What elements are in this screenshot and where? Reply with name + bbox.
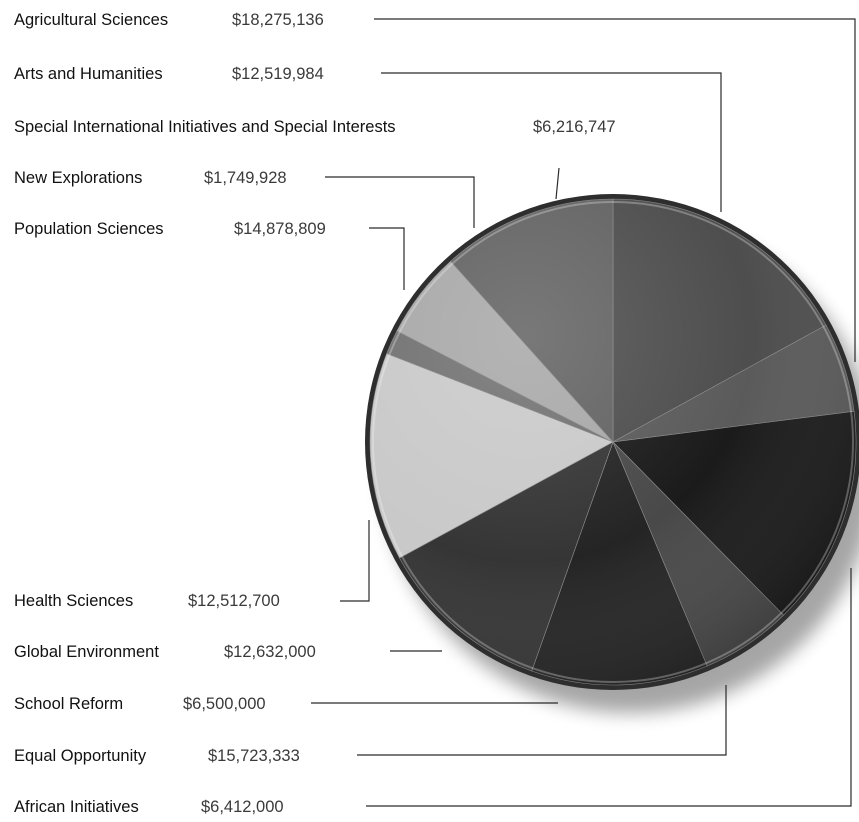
leader-line-agricultural-sciences xyxy=(374,18,856,362)
slice-value-global-environment: $12,632,000 xyxy=(224,643,316,661)
slice-value-arts-and-humanities: $12,519,984 xyxy=(232,65,324,83)
slice-label-equal-opportunity: Equal Opportunity xyxy=(14,747,147,765)
leader-line-health-sciences xyxy=(340,520,370,602)
leader-line-population-sciences xyxy=(369,227,405,290)
slice-label-global-environment: Global Environment xyxy=(14,643,159,661)
leader-line-special-international-initiatives xyxy=(555,167,560,200)
slice-label-agricultural-sciences: Agricultural Sciences xyxy=(14,11,168,29)
label-african-initiatives: African Initiatives $6,412,000 xyxy=(14,568,852,816)
label-new-explorations: New Explorations $1,749,928 xyxy=(14,169,475,228)
leader-line-arts-and-humanities xyxy=(381,72,722,212)
slice-label-school-reform: School Reform xyxy=(14,695,123,713)
label-agricultural-sciences: Agricultural Sciences $18,275,136 xyxy=(14,11,856,362)
slice-label-new-explorations: New Explorations xyxy=(14,169,142,187)
slice-value-health-sciences: $12,512,700 xyxy=(188,592,280,610)
label-special-international-initiatives: Special International Initiatives and Sp… xyxy=(14,118,616,200)
slice-label-special-international-initiatives: Special International Initiatives and Sp… xyxy=(14,118,396,136)
label-school-reform: School Reform $6,500,000 xyxy=(14,695,558,713)
slice-value-african-initiatives: $6,412,000 xyxy=(201,798,284,816)
slice-label-arts-and-humanities: Arts and Humanities xyxy=(14,65,163,83)
pie-labels: Agricultural Sciences $18,275,136 Arts a… xyxy=(14,11,856,816)
label-global-environment: Global Environment $12,632,000 xyxy=(14,643,442,661)
label-population-sciences: Population Sciences $14,878,809 xyxy=(14,220,405,290)
slice-value-school-reform: $6,500,000 xyxy=(183,695,266,713)
pie-bevel xyxy=(372,201,854,683)
leader-line-equal-opportunity xyxy=(357,685,727,756)
label-equal-opportunity: Equal Opportunity $15,723,333 xyxy=(14,685,727,765)
slice-value-equal-opportunity: $15,723,333 xyxy=(208,747,300,765)
leader-line-african-initiatives xyxy=(366,568,852,807)
label-arts-and-humanities: Arts and Humanities $12,519,984 xyxy=(14,65,722,212)
slice-label-african-initiatives: African Initiatives xyxy=(14,798,139,816)
slice-value-agricultural-sciences: $18,275,136 xyxy=(232,11,324,29)
leader-line-new-explorations xyxy=(325,176,475,228)
label-health-sciences: Health Sciences $12,512,700 xyxy=(14,520,370,610)
slice-label-population-sciences: Population Sciences xyxy=(14,220,164,238)
slice-value-new-explorations: $1,749,928 xyxy=(204,169,287,187)
slice-value-special-international-initiatives: $6,216,747 xyxy=(533,118,616,136)
slice-value-population-sciences: $14,878,809 xyxy=(234,220,326,238)
slice-label-health-sciences: Health Sciences xyxy=(14,592,133,610)
